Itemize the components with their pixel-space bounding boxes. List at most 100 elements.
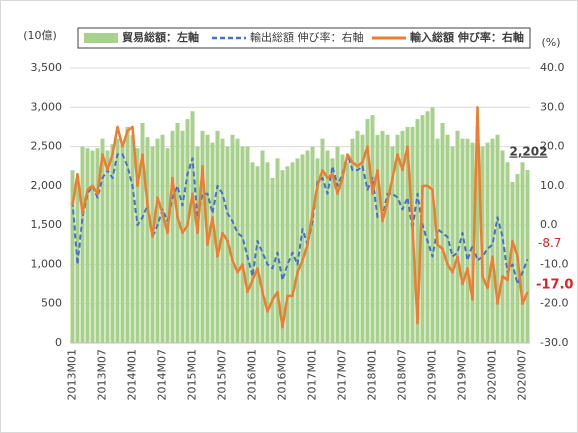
y2-tick-label: 10.0 (540, 179, 565, 192)
bar (310, 146, 315, 343)
bar (155, 138, 160, 343)
x-tick-label: 2013M01 (66, 349, 79, 400)
bar (210, 142, 215, 343)
bar (340, 154, 345, 343)
bar (330, 158, 335, 343)
bar (355, 130, 360, 343)
bar (520, 162, 525, 343)
bar (125, 126, 130, 343)
legend-label: 貿易総額：左軸 (122, 30, 199, 44)
y-tick-label: 500 (41, 297, 62, 310)
bar (475, 126, 480, 343)
bar (335, 146, 340, 343)
bar (420, 115, 425, 344)
bar (450, 146, 455, 343)
bar (395, 134, 400, 343)
bar (275, 158, 280, 343)
bar (175, 123, 180, 343)
bar (365, 119, 370, 343)
y-tick-label: 1,000 (31, 257, 63, 270)
bar (300, 154, 305, 343)
bar (70, 170, 75, 343)
y2-tick-label: 20.0 (540, 140, 565, 153)
bar (320, 138, 325, 343)
y2-tick-label: -20.0 (540, 297, 568, 310)
legend-label: 輸入総額 伸び率：右軸 (410, 30, 524, 44)
x-tick-label: 2017M07 (336, 349, 349, 400)
bar (390, 146, 395, 343)
x-tick-label: 2016M01 (246, 349, 259, 400)
bar (100, 138, 105, 343)
y2-tick-label: -10.0 (540, 257, 568, 270)
y2-tick-label: -30.0 (540, 336, 568, 349)
bar (440, 123, 445, 343)
y-tick-label: 3,000 (31, 100, 63, 113)
bar (240, 146, 245, 343)
bar (255, 166, 260, 343)
bar (315, 158, 320, 343)
bar (270, 178, 275, 343)
bar (245, 146, 250, 343)
bar (200, 130, 205, 343)
bar (525, 169, 530, 343)
bar (445, 134, 450, 343)
bar (180, 130, 185, 343)
bar (215, 130, 220, 343)
bar (400, 130, 405, 343)
bar (350, 138, 355, 343)
data-label: 2,202 (510, 144, 548, 158)
bar (495, 134, 500, 343)
bar (260, 150, 265, 343)
bar (295, 158, 300, 343)
bar (170, 130, 175, 343)
y-tick-label: 3,500 (31, 61, 63, 74)
bar (115, 138, 120, 343)
bar (95, 148, 100, 343)
bar (105, 150, 110, 343)
x-tick-label: 2018M07 (396, 349, 409, 400)
y-tick-label: 1,500 (31, 218, 63, 231)
bar (140, 123, 145, 343)
bar (455, 130, 460, 343)
bar (190, 111, 195, 343)
x-tick-label: 2016M07 (276, 349, 289, 400)
x-tick-label: 2013M07 (96, 349, 109, 400)
y-tick-label: 0 (55, 336, 62, 349)
bar (430, 107, 435, 344)
y-tick-label: 2,500 (31, 140, 63, 153)
legend-swatch (84, 33, 118, 43)
bar (505, 162, 510, 343)
y2-tick-label: 30.0 (540, 100, 565, 113)
bar (145, 137, 150, 343)
y-axis-unit: (10億) (23, 29, 57, 42)
x-tick-label: 2014M01 (126, 349, 139, 400)
bar (250, 162, 255, 343)
bar (485, 142, 490, 343)
bar (405, 126, 410, 343)
bar (195, 146, 200, 343)
bar (370, 115, 375, 344)
x-tick-label: 2020M07 (516, 349, 529, 400)
y2-tick-label: 0.0 (540, 218, 558, 231)
bar (85, 148, 90, 343)
data-label: -8.7 (538, 236, 561, 250)
bar (385, 134, 390, 343)
x-tick-label: 2015M07 (216, 349, 229, 400)
bar (500, 150, 505, 343)
bar (120, 141, 125, 343)
bar (90, 150, 95, 343)
line (71, 106, 529, 329)
x-tick-label: 2017M01 (306, 349, 319, 400)
bar (265, 162, 270, 343)
bar (80, 146, 85, 343)
bar (345, 162, 350, 343)
x-tick-label: 2014M07 (156, 349, 169, 400)
x-tick-label: 2018M01 (366, 349, 379, 400)
x-tick-label: 2020M01 (486, 349, 499, 400)
legend-label: 輸出総額 伸び率：右軸 (250, 30, 364, 44)
bar (285, 166, 290, 343)
x-tick-label: 2019M01 (426, 349, 439, 400)
bar (360, 134, 365, 343)
x-tick-label: 2019M07 (456, 349, 469, 400)
